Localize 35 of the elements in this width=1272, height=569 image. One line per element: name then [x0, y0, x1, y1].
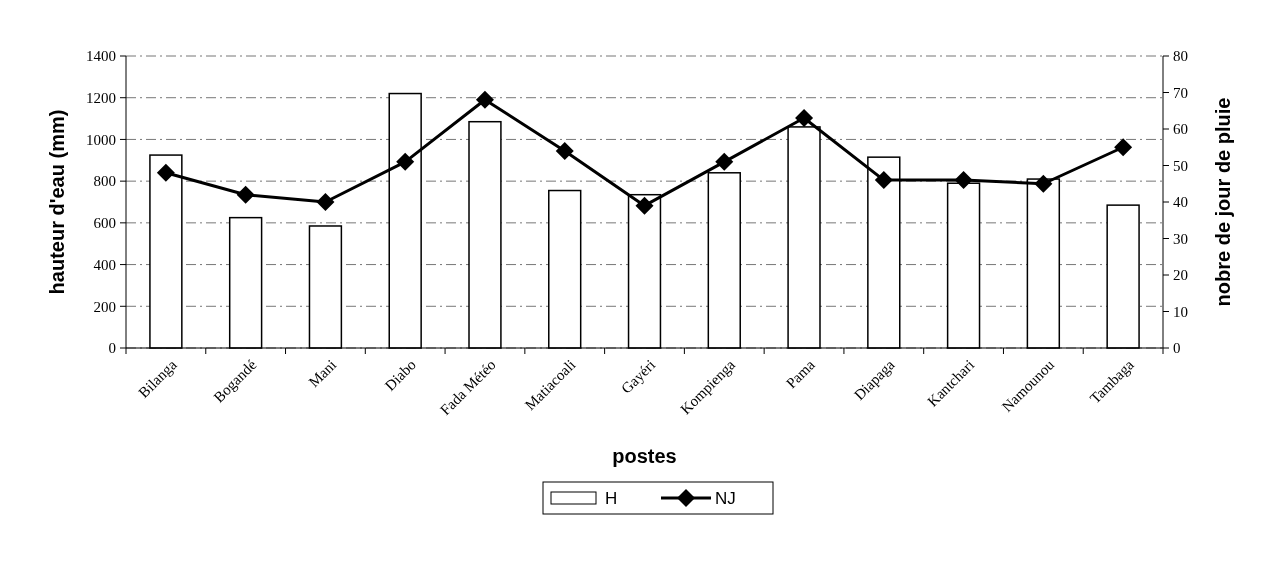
y-tick-label: 1000: [86, 131, 116, 148]
y-tick-label: 600: [93, 215, 116, 232]
y2-tick-label: 30: [1173, 230, 1188, 247]
y2-tick-label: 40: [1173, 194, 1188, 211]
x-axis-title: postes: [612, 445, 677, 467]
point: [1034, 174, 1053, 193]
point: [236, 185, 255, 204]
point: [156, 163, 175, 182]
y2-tick-label: 50: [1173, 157, 1188, 174]
y-tick-label: 400: [93, 256, 116, 273]
point: [635, 196, 654, 215]
point: [954, 171, 973, 190]
point: [795, 109, 814, 128]
y-tick-label: 0: [108, 340, 116, 357]
y2-tick-label: 0: [1173, 340, 1181, 357]
point: [874, 171, 893, 190]
legend-label: H: [605, 488, 618, 508]
y2-tick-label: 20: [1173, 267, 1188, 284]
point: [1114, 138, 1133, 157]
y-tick-label: 800: [93, 173, 116, 190]
legend-label: NJ: [715, 488, 736, 508]
y-tick-label: 1200: [86, 89, 116, 106]
y-axis-title: hauteur d'eau (mm): [46, 109, 68, 295]
point: [316, 193, 335, 211]
y2-tick-label: 60: [1173, 121, 1188, 138]
point: [715, 152, 734, 171]
y2-tick-label: 80: [1173, 48, 1188, 65]
point: [475, 90, 494, 109]
y2-axis-title: nobre de jour de pluie: [1212, 97, 1234, 307]
y2-tick-label: 70: [1173, 84, 1188, 101]
point: [396, 152, 415, 171]
y-tick-label: 200: [93, 298, 116, 315]
point: [555, 141, 574, 160]
y2-tick-label: 10: [1173, 303, 1188, 320]
y-tick-label: 1400: [86, 48, 116, 65]
